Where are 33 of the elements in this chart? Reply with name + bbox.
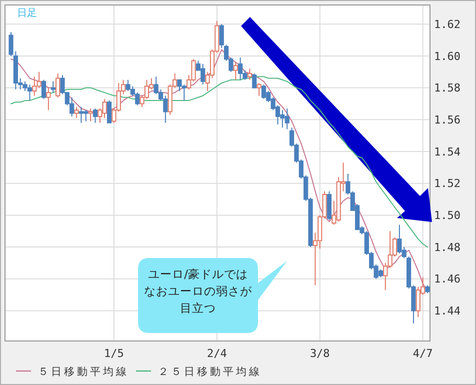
candlestick (74, 106, 79, 119)
x-tick-label: 3/8 (310, 347, 330, 360)
y-tick-label: 1.52 (434, 177, 460, 190)
y-tick-label: 1.50 (434, 209, 460, 222)
candlestick (326, 190, 332, 220)
candlestick (106, 100, 112, 124)
candlestick (92, 108, 98, 124)
x-tick-label: 2/4 (206, 347, 228, 360)
y-tick-label: 1.44 (434, 304, 461, 318)
candlestick (247, 68, 252, 80)
y-tick-label: 1.58 (434, 82, 460, 95)
x-tick-label: 1/5 (104, 347, 124, 360)
candlestick (256, 82, 262, 96)
y-tick-label: 1.62 (434, 18, 460, 31)
candlestick (233, 62, 238, 80)
chart-title: 日足 (17, 8, 37, 19)
candlestick (41, 79, 46, 100)
candlestick (88, 108, 93, 122)
candlestick (50, 80, 56, 94)
candlestick (56, 72, 60, 98)
y-tick-label: 1.48 (434, 240, 460, 254)
candlestick (219, 24, 224, 48)
y-tick-label: 1.54 (434, 145, 461, 158)
candlestick (261, 84, 266, 100)
candlestick (46, 87, 51, 111)
y-tick-label: 1.46 (434, 272, 460, 286)
candlestick (252, 72, 257, 88)
legend-label: ５日移動平均線 (38, 366, 129, 378)
annotation: ユーロ/豪ドルではなおユーロの弱さが目立つ (144, 267, 253, 315)
y-tick-label: 1.60 (434, 50, 460, 63)
y-tick-label: 1.56 (434, 114, 460, 127)
x-tick-label: 4/7 (412, 347, 433, 360)
legend-label: ２５日移動平均線 (158, 366, 262, 378)
